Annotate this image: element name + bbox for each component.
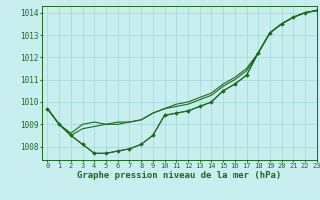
X-axis label: Graphe pression niveau de la mer (hPa): Graphe pression niveau de la mer (hPa) bbox=[77, 171, 281, 180]
